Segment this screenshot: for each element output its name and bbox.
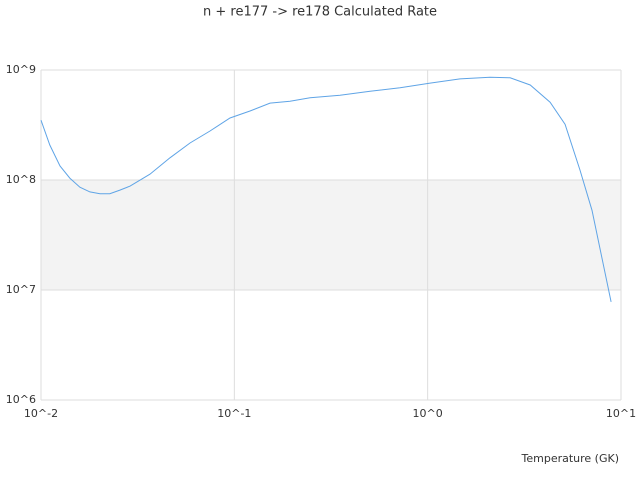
line-series: [40, 76, 612, 303]
x-tick-label: 10^-1: [217, 407, 251, 420]
x-tick-label: 10^0: [413, 407, 443, 420]
y-tick-label: 10^6: [6, 393, 36, 406]
x-tick-label: 10^-2: [24, 407, 58, 420]
y-tick-label: 10^9: [6, 63, 36, 76]
y-tick-label: 10^8: [6, 173, 36, 186]
x-tick-label: 10^1: [606, 407, 636, 420]
grid-band: [41, 180, 621, 290]
y-tick-label: 10^7: [6, 283, 36, 296]
x-axis-label: Temperature (GK): [521, 452, 620, 465]
chart-title: n + re177 -> re178 Calculated Rate: [203, 5, 437, 20]
